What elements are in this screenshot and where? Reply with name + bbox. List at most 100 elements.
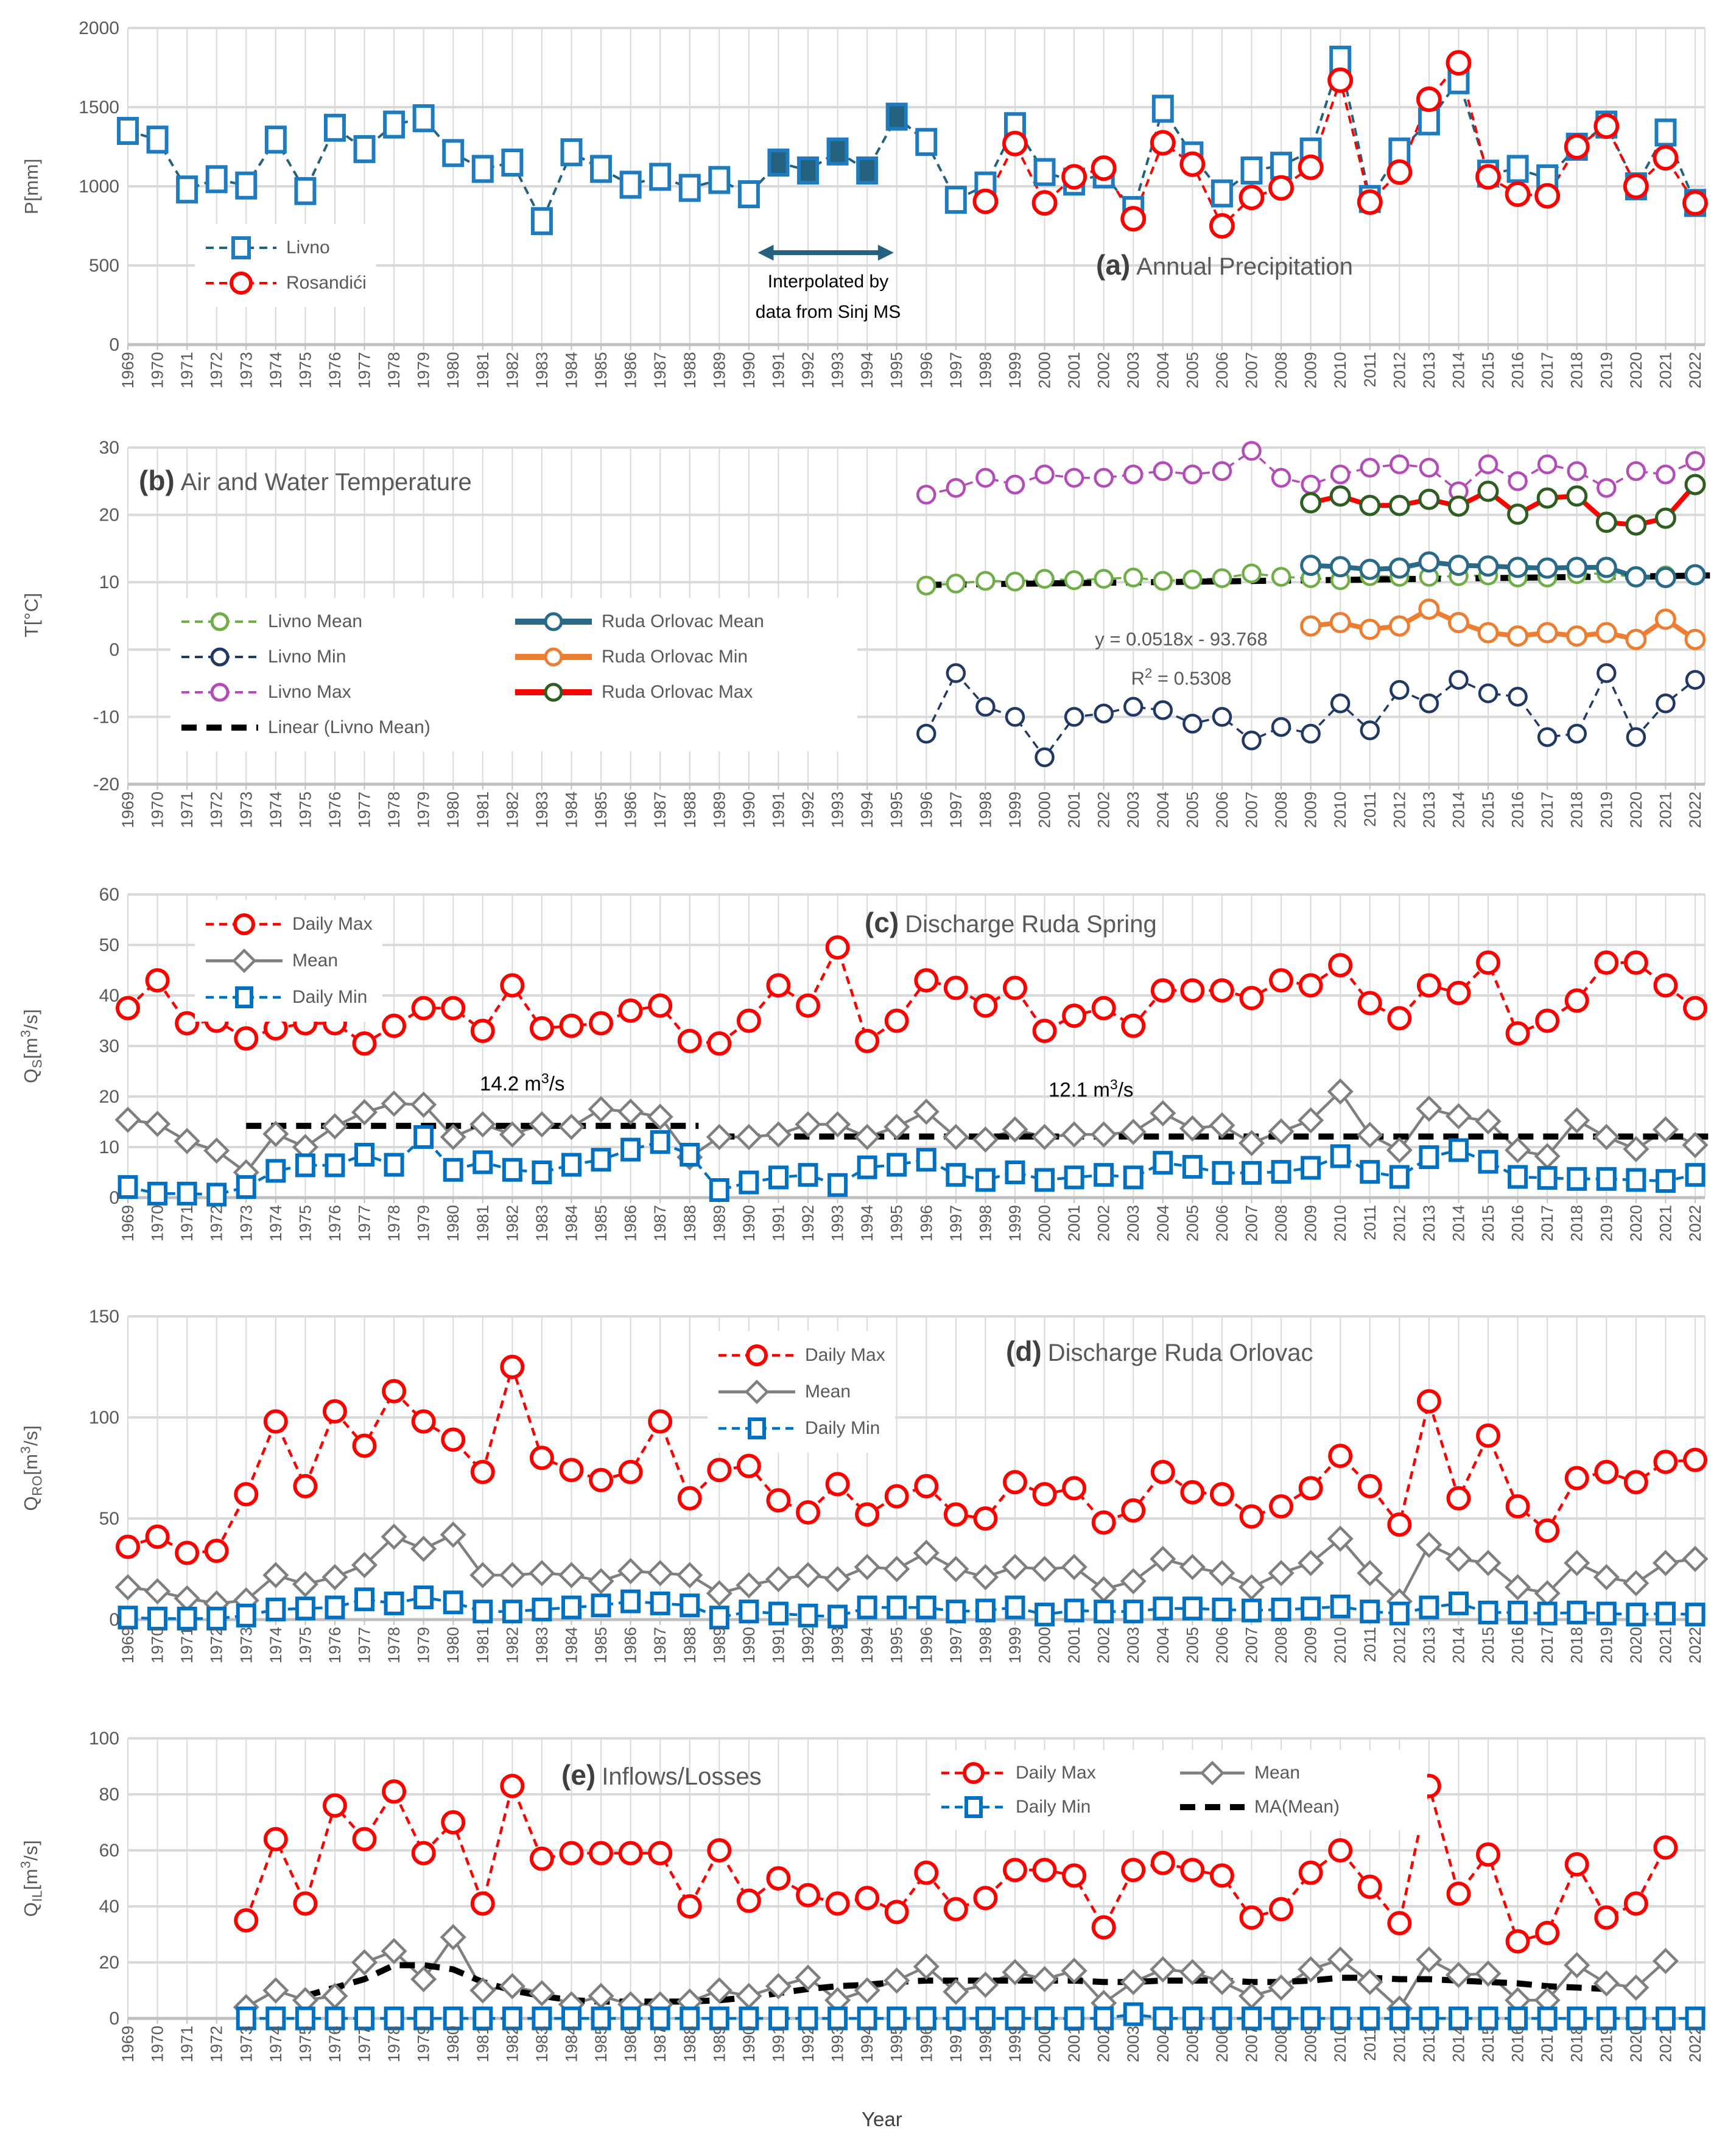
svg-text:2005: 2005 bbox=[1183, 352, 1201, 388]
svg-text:1986: 1986 bbox=[622, 2026, 640, 2062]
y-axis-label-temperature: T[°C] bbox=[21, 592, 42, 637]
svg-text:2002: 2002 bbox=[1095, 792, 1113, 828]
svg-text:1982: 1982 bbox=[503, 792, 521, 828]
svg-text:2011: 2011 bbox=[1361, 2026, 1379, 2061]
legend-swatch-circle-icon bbox=[181, 612, 258, 631]
panel-d-title: (d) Discharge Ruda Orlovac bbox=[1006, 1335, 1313, 1367]
svg-text:100: 100 bbox=[89, 1729, 119, 1749]
svg-text:20: 20 bbox=[99, 1087, 119, 1107]
svg-text:1995: 1995 bbox=[888, 792, 906, 828]
svg-text:1986: 1986 bbox=[622, 1627, 640, 1663]
legend-panel-a: Livno Rosandići bbox=[195, 224, 376, 307]
svg-text:2014: 2014 bbox=[1449, 1205, 1467, 1241]
svg-text:1973: 1973 bbox=[237, 2026, 255, 2062]
svg-text:1980: 1980 bbox=[444, 2026, 462, 2062]
svg-text:1500: 1500 bbox=[79, 97, 119, 118]
svg-text:2021: 2021 bbox=[1656, 1627, 1674, 1663]
svg-text:2017: 2017 bbox=[1538, 792, 1556, 828]
svg-text:2009: 2009 bbox=[1302, 792, 1320, 828]
svg-text:2001: 2001 bbox=[1065, 1205, 1083, 1241]
svg-text:1996: 1996 bbox=[917, 792, 935, 828]
legend-label: Daily Max bbox=[292, 914, 373, 934]
svg-text:2009: 2009 bbox=[1302, 1627, 1320, 1663]
svg-text:1991: 1991 bbox=[769, 1205, 787, 1241]
svg-text:1995: 1995 bbox=[888, 2026, 906, 2062]
svg-text:1969: 1969 bbox=[119, 2026, 137, 2062]
svg-text:1978: 1978 bbox=[385, 2026, 403, 2062]
svg-text:1987: 1987 bbox=[651, 352, 669, 388]
svg-text:1975: 1975 bbox=[296, 352, 314, 388]
svg-text:2011: 2011 bbox=[1361, 792, 1379, 827]
panel-a: 0 500 1000 1500 2000 1969 1970 1971 1972 1973 1974… bbox=[79, 18, 1708, 388]
svg-text:2019: 2019 bbox=[1597, 2026, 1615, 2062]
legend-item-livno-min: Livno Min bbox=[180, 639, 514, 675]
svg-text:1988: 1988 bbox=[681, 1627, 699, 1663]
legend-panel-e: Daily Max Daily Min Mean MA(Mean) bbox=[930, 1750, 1427, 1830]
svg-text:1997: 1997 bbox=[947, 1627, 965, 1663]
svg-text:2021: 2021 bbox=[1656, 792, 1674, 828]
svg-text:2000: 2000 bbox=[79, 18, 119, 38]
svg-text:1970: 1970 bbox=[149, 2026, 167, 2062]
legend-swatch-square-icon bbox=[206, 236, 276, 259]
svg-text:2010: 2010 bbox=[1331, 1205, 1349, 1241]
svg-text:1974: 1974 bbox=[267, 792, 285, 828]
svg-text:2003: 2003 bbox=[1124, 1205, 1142, 1241]
svg-text:2001: 2001 bbox=[1065, 792, 1083, 828]
legend-panel-b: Livno Mean Livno Min Livno Max Linear (Livn… bbox=[170, 598, 857, 751]
svg-text:2018: 2018 bbox=[1568, 792, 1586, 828]
svg-text:1969: 1969 bbox=[119, 1205, 137, 1241]
svg-text:2013: 2013 bbox=[1420, 1205, 1438, 1241]
svg-text:1984: 1984 bbox=[562, 2026, 580, 2062]
svg-text:1983: 1983 bbox=[533, 1205, 551, 1241]
svg-text:2013: 2013 bbox=[1420, 792, 1438, 828]
svg-text:1971: 1971 bbox=[178, 792, 196, 828]
svg-text:1991: 1991 bbox=[769, 352, 787, 388]
svg-text:2003: 2003 bbox=[1124, 792, 1142, 828]
svg-text:1981: 1981 bbox=[474, 352, 492, 388]
panel-e: 0 20 40 60 80 100 1969 1970 1971 1972 1973 1974 1975… bbox=[89, 1729, 1706, 2062]
svg-text:2014: 2014 bbox=[1449, 352, 1467, 388]
svg-text:2012: 2012 bbox=[1390, 792, 1408, 828]
svg-text:1974: 1974 bbox=[267, 352, 285, 388]
svg-text:2004: 2004 bbox=[1154, 2026, 1172, 2062]
legend-swatch-circle-icon bbox=[206, 913, 283, 935]
svg-text:1985: 1985 bbox=[592, 1627, 610, 1663]
svg-text:1975: 1975 bbox=[296, 1627, 314, 1663]
svg-text:1988: 1988 bbox=[681, 2026, 699, 2062]
svg-text:1969: 1969 bbox=[119, 352, 137, 388]
legend-item-daily-max: Daily Max bbox=[717, 1337, 885, 1374]
svg-text:2009: 2009 bbox=[1302, 2026, 1320, 2062]
svg-text:1971: 1971 bbox=[178, 2026, 196, 2062]
svg-text:1984: 1984 bbox=[562, 1205, 580, 1241]
legend-label: Daily Min bbox=[292, 987, 368, 1007]
svg-text:1988: 1988 bbox=[681, 352, 699, 388]
legend-item-linear-livno-mean-: Linear (Livno Mean) bbox=[180, 710, 514, 745]
svg-text:1993: 1993 bbox=[829, 1627, 847, 1663]
svg-text:1994: 1994 bbox=[858, 1627, 876, 1663]
svg-text:1973: 1973 bbox=[237, 352, 255, 388]
legend-item-mean: Mean bbox=[205, 943, 373, 979]
svg-text:1978: 1978 bbox=[385, 1205, 403, 1241]
svg-text:2005: 2005 bbox=[1183, 2026, 1201, 2062]
y-axis-label-qil: QIL[m3/s] bbox=[18, 1839, 45, 1917]
svg-text:1970: 1970 bbox=[149, 352, 167, 388]
svg-text:1979: 1979 bbox=[415, 1627, 433, 1663]
svg-text:1977: 1977 bbox=[356, 792, 374, 828]
svg-text:2021: 2021 bbox=[1656, 352, 1674, 388]
svg-text:2000: 2000 bbox=[1036, 1627, 1054, 1663]
svg-text:1998: 1998 bbox=[976, 352, 994, 388]
svg-text:1983: 1983 bbox=[533, 2026, 551, 2062]
svg-text:2007: 2007 bbox=[1243, 792, 1261, 828]
svg-text:2010: 2010 bbox=[1331, 352, 1349, 388]
svg-text:2018: 2018 bbox=[1568, 352, 1586, 388]
svg-text:2007: 2007 bbox=[1243, 1627, 1261, 1663]
legend-label: Mean bbox=[805, 1382, 851, 1402]
series-markers-daily-max bbox=[116, 1355, 1707, 1565]
svg-text:2021: 2021 bbox=[1656, 2026, 1674, 2062]
svg-text:2014: 2014 bbox=[1449, 2026, 1467, 2062]
svg-text:1977: 1977 bbox=[356, 2026, 374, 2062]
svg-text:2019: 2019 bbox=[1597, 1205, 1615, 1241]
svg-text:2010: 2010 bbox=[1331, 1627, 1349, 1663]
series-markers-livno-max bbox=[916, 441, 1706, 505]
svg-text:1969: 1969 bbox=[119, 792, 137, 828]
